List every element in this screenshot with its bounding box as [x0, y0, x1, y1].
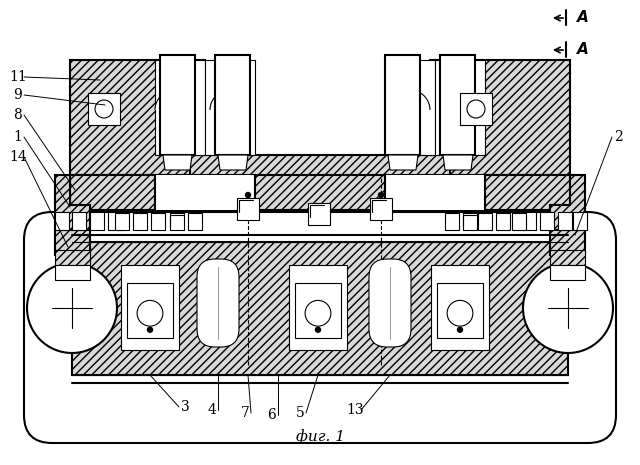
Polygon shape: [550, 265, 585, 280]
Polygon shape: [88, 93, 120, 125]
Text: 4: 4: [207, 403, 216, 417]
FancyBboxPatch shape: [197, 259, 239, 347]
Polygon shape: [440, 55, 475, 155]
Text: 5: 5: [296, 406, 305, 420]
Polygon shape: [522, 212, 536, 230]
Text: A: A: [577, 42, 589, 58]
Wedge shape: [155, 90, 195, 110]
Polygon shape: [550, 175, 585, 230]
Polygon shape: [188, 213, 202, 230]
Polygon shape: [70, 175, 570, 210]
Polygon shape: [512, 213, 526, 230]
Polygon shape: [127, 283, 173, 338]
Polygon shape: [55, 212, 69, 230]
Polygon shape: [90, 212, 104, 230]
Circle shape: [246, 193, 250, 198]
Polygon shape: [115, 213, 129, 230]
Text: 14: 14: [9, 150, 27, 164]
Circle shape: [458, 327, 463, 332]
Polygon shape: [55, 230, 90, 255]
Polygon shape: [155, 60, 205, 155]
Polygon shape: [431, 265, 489, 350]
Polygon shape: [55, 265, 90, 280]
Polygon shape: [496, 213, 510, 230]
Polygon shape: [550, 230, 585, 255]
Polygon shape: [437, 283, 483, 338]
Polygon shape: [308, 203, 330, 225]
Polygon shape: [163, 155, 192, 170]
Polygon shape: [215, 55, 250, 155]
Polygon shape: [573, 212, 587, 230]
Circle shape: [378, 193, 383, 198]
Polygon shape: [463, 213, 477, 230]
Polygon shape: [218, 155, 248, 170]
Text: фиг. 1: фиг. 1: [296, 430, 344, 445]
Circle shape: [316, 327, 321, 332]
Text: 8: 8: [13, 108, 22, 122]
Polygon shape: [385, 55, 420, 155]
Polygon shape: [540, 212, 554, 230]
Polygon shape: [295, 283, 341, 338]
Polygon shape: [385, 175, 485, 210]
Polygon shape: [385, 60, 435, 155]
Polygon shape: [55, 250, 90, 265]
Polygon shape: [72, 212, 86, 230]
Text: 1: 1: [13, 130, 22, 144]
Text: 6: 6: [268, 408, 276, 422]
Polygon shape: [289, 265, 347, 350]
Text: 2: 2: [614, 130, 622, 144]
Circle shape: [27, 263, 117, 353]
Circle shape: [523, 263, 613, 353]
Polygon shape: [121, 265, 179, 350]
Polygon shape: [370, 198, 392, 220]
Polygon shape: [70, 60, 205, 175]
Polygon shape: [205, 60, 255, 155]
FancyBboxPatch shape: [369, 259, 411, 347]
Polygon shape: [558, 212, 572, 230]
Text: 9: 9: [13, 88, 22, 102]
FancyBboxPatch shape: [24, 212, 616, 443]
Polygon shape: [151, 213, 165, 230]
Text: 11: 11: [9, 70, 27, 84]
Polygon shape: [478, 213, 492, 230]
Text: 7: 7: [241, 406, 250, 420]
Polygon shape: [133, 213, 147, 230]
Polygon shape: [460, 93, 492, 125]
Text: 13: 13: [346, 403, 364, 417]
Circle shape: [147, 327, 152, 332]
Polygon shape: [190, 155, 450, 210]
Polygon shape: [170, 213, 184, 230]
Polygon shape: [430, 60, 570, 175]
Polygon shape: [435, 60, 485, 155]
Polygon shape: [160, 55, 195, 155]
Polygon shape: [388, 155, 418, 170]
Polygon shape: [550, 250, 585, 265]
Text: A: A: [577, 11, 589, 26]
Polygon shape: [72, 242, 568, 375]
Polygon shape: [237, 198, 259, 220]
Polygon shape: [55, 175, 90, 230]
Polygon shape: [155, 175, 255, 210]
Polygon shape: [445, 213, 459, 230]
Polygon shape: [108, 212, 122, 230]
Text: 3: 3: [180, 400, 189, 414]
Polygon shape: [443, 155, 473, 170]
